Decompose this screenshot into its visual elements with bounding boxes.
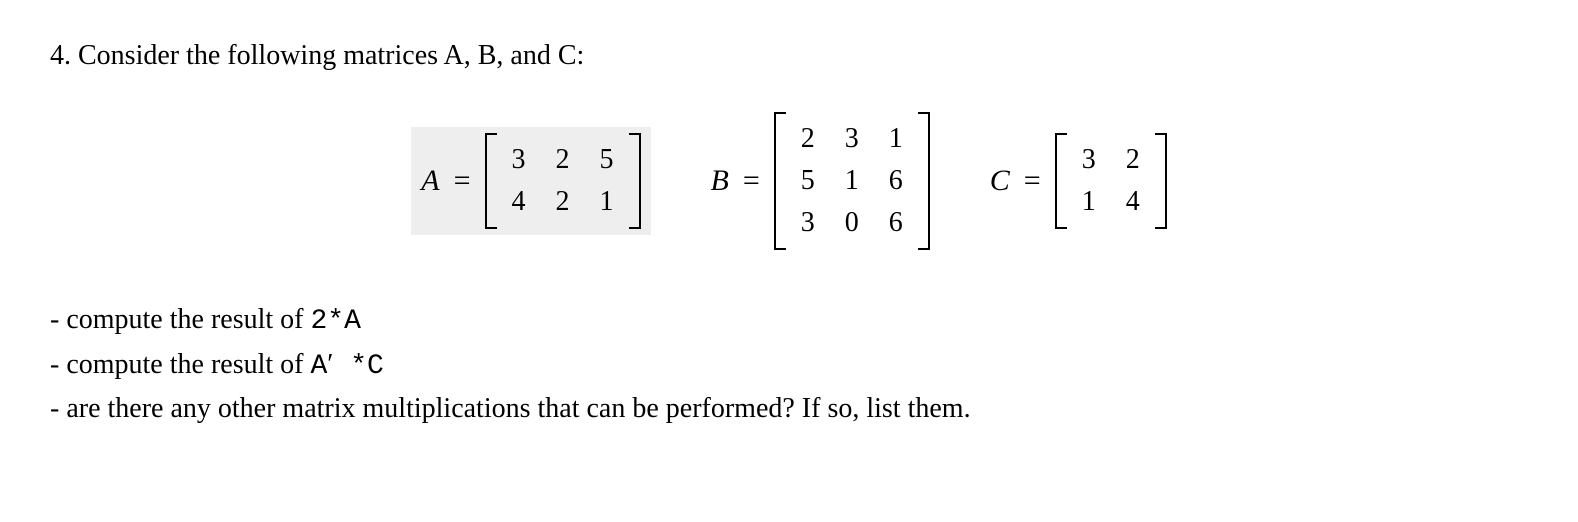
- problem-number: 4.: [50, 40, 71, 71]
- sub-question-2: - compute the result of A′ *C: [50, 345, 1528, 388]
- matrix-cell: 0: [842, 202, 862, 244]
- matrix-C-label: C: [990, 164, 1010, 198]
- matrix-B-def: B = 2 3 1 5 1 6 3 0 6: [711, 112, 930, 250]
- matrix-C-body: 3 2 1 4: [1067, 133, 1155, 229]
- sq2-A: A: [310, 351, 327, 382]
- matrix-C-def: C = 3 2 1 4: [990, 133, 1167, 229]
- bracket-right-icon: [918, 112, 930, 250]
- matrix-row: 3 0 6: [798, 202, 906, 244]
- matrix-cell: 5: [597, 139, 617, 181]
- matrix-cell: 3: [798, 202, 818, 244]
- matrix-B-label: B: [711, 164, 729, 198]
- equals-sign: =: [1024, 164, 1041, 198]
- matrix-cell: 1: [1079, 181, 1099, 223]
- bracket-left-icon: [485, 133, 497, 229]
- problem-text: Consider the following matrices A, B, an…: [78, 40, 584, 71]
- matrix-row: 2 3 1: [798, 118, 906, 160]
- bracket-left-icon: [774, 112, 786, 250]
- matrix-cell: 4: [509, 181, 529, 223]
- sq2-rest: *C: [333, 351, 383, 382]
- matrix-B: 2 3 1 5 1 6 3 0 6: [774, 112, 930, 250]
- matrix-cell: 4: [1123, 181, 1143, 223]
- matrix-cell: 2: [553, 139, 573, 181]
- bracket-right-icon: [629, 133, 641, 229]
- bracket-left-icon: [1055, 133, 1067, 229]
- matrix-cell: 6: [886, 202, 906, 244]
- matrix-cell: 3: [1079, 139, 1099, 181]
- sq3-text: - are there any other matrix multiplicat…: [50, 393, 971, 424]
- matrix-A-body: 3 2 5 4 2 1: [497, 133, 629, 229]
- matrix-A-def: A = 3 2 5 4 2 1: [411, 127, 650, 235]
- matrix-cell: 1: [597, 181, 617, 223]
- sub-question-1: - compute the result of 2*A: [50, 300, 1528, 343]
- sq2-prefix: - compute the result of: [50, 349, 310, 380]
- matrix-cell: 1: [842, 160, 862, 202]
- matrix-B-body: 2 3 1 5 1 6 3 0 6: [786, 112, 918, 250]
- sub-question-3: - are there any other matrix multiplicat…: [50, 389, 1528, 430]
- matrix-cell: 5: [798, 160, 818, 202]
- matrix-cell: 3: [509, 139, 529, 181]
- matrix-row: 3 2 5: [509, 139, 617, 181]
- matrix-row: 5 1 6: [798, 160, 906, 202]
- matrix-cell: 2: [553, 181, 573, 223]
- sq1-code: 2*A: [310, 306, 360, 337]
- matrix-C: 3 2 1 4: [1055, 133, 1167, 229]
- sq1-prefix: - compute the result of: [50, 304, 310, 335]
- matrix-row: 3 2: [1079, 139, 1143, 181]
- equals-sign: =: [743, 164, 760, 198]
- bracket-right-icon: [1155, 133, 1167, 229]
- equals-sign: =: [454, 164, 471, 198]
- sub-questions: - compute the result of 2*A - compute th…: [50, 300, 1528, 430]
- matrix-row: 4 2 1: [509, 181, 617, 223]
- matrix-cell: 3: [842, 118, 862, 160]
- matrix-A-label: A: [421, 164, 439, 198]
- matrix-row: 1 4: [1079, 181, 1143, 223]
- matrix-cell: 1: [886, 118, 906, 160]
- matrices-row: A = 3 2 5 4 2 1 B =: [50, 112, 1528, 250]
- problem-intro: 4. Consider the following matrices A, B,…: [50, 40, 1528, 72]
- matrix-cell: 2: [798, 118, 818, 160]
- matrix-A: 3 2 5 4 2 1: [485, 133, 641, 229]
- matrix-cell: 2: [1123, 139, 1143, 181]
- matrix-cell: 6: [886, 160, 906, 202]
